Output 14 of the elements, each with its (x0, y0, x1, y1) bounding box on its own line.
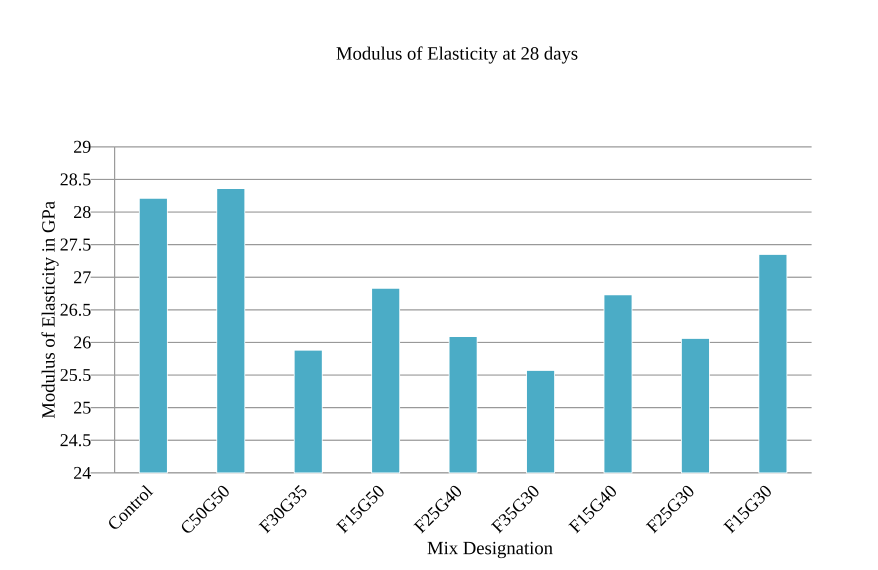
y-tick-label: 25.5 (60, 368, 91, 382)
y-tick-label: 27.5 (60, 238, 91, 251)
y-tick-label: 26.5 (60, 304, 91, 316)
x-axis-title: Mix Designation (428, 542, 553, 558)
y-tick-label: 24.5 (60, 434, 91, 446)
y-axis-title: Modulus of Elasticity in GPa (41, 201, 59, 418)
chart-title: Modulus of Elasticity at 28 days (336, 46, 578, 64)
y-tick-label: 28.5 (60, 173, 91, 186)
y-tick-label: 29 (74, 140, 91, 153)
y-tick-label: 28 (74, 206, 91, 218)
y-tick-label: 26 (74, 336, 91, 348)
y-tick-label: 25 (74, 402, 91, 414)
y-tick-label: 24 (74, 466, 91, 479)
y-tick-label: 27 (74, 271, 91, 284)
